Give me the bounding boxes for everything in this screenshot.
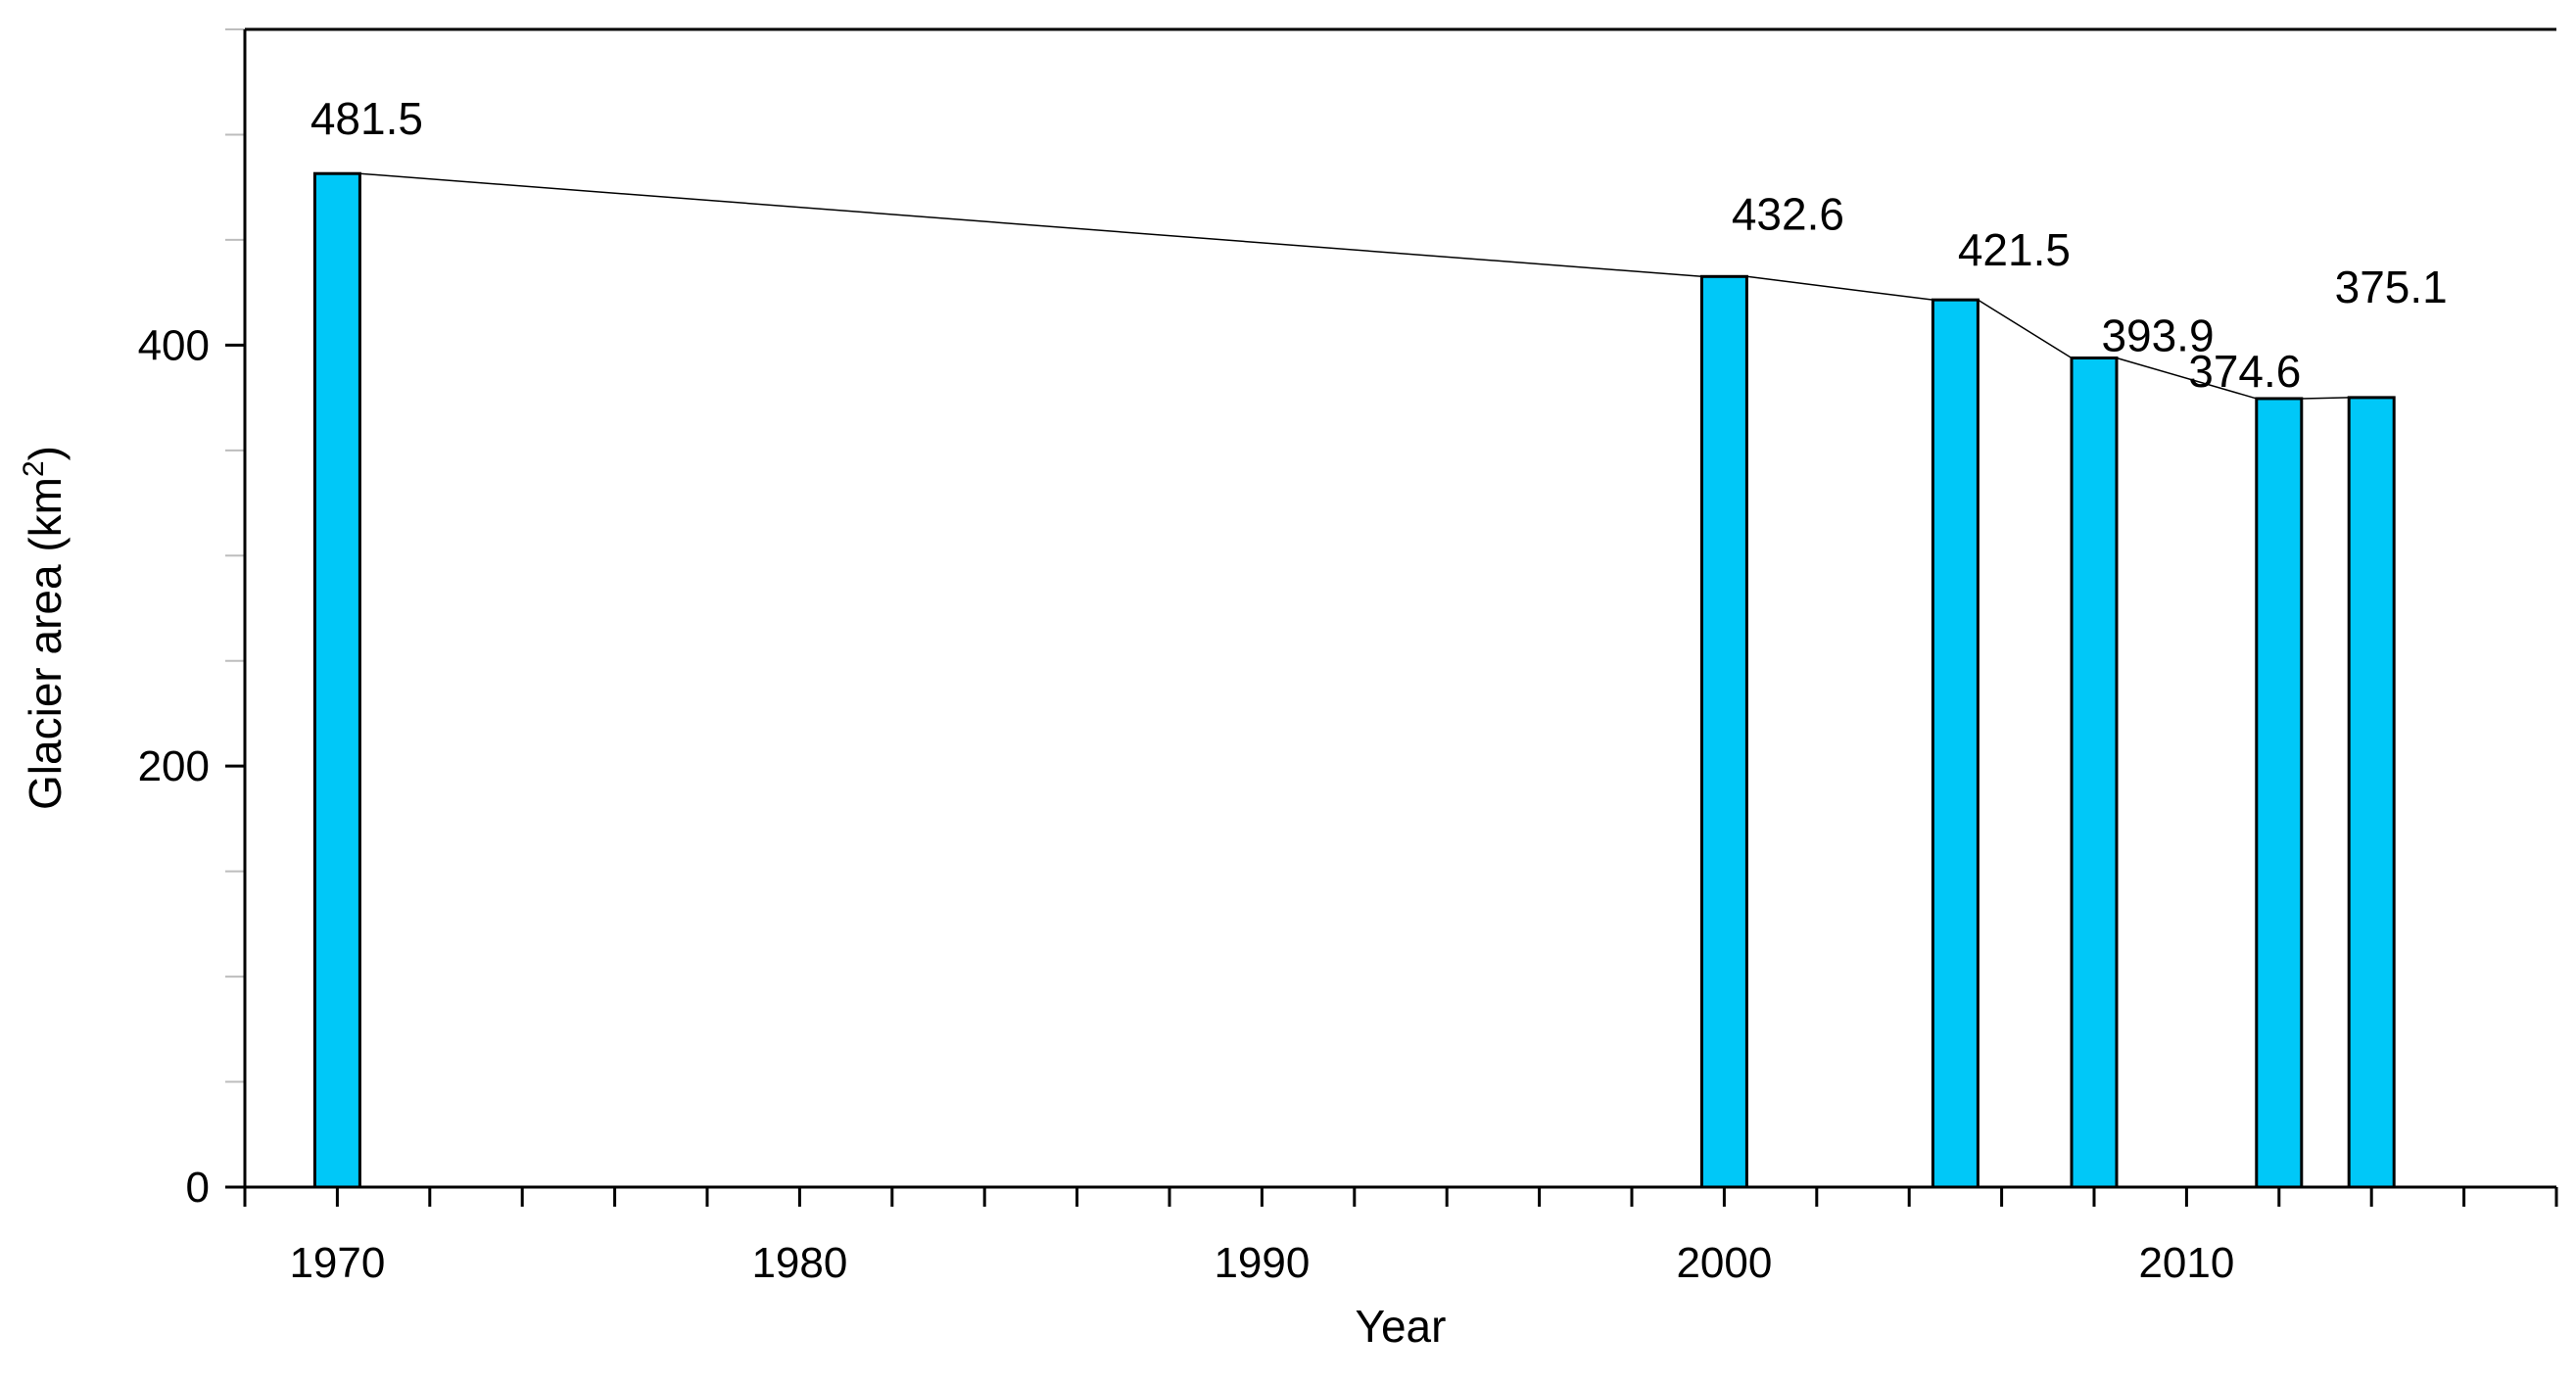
data-label-2012: 374.6: [2188, 346, 2301, 397]
y-tick-label: 400: [138, 321, 210, 369]
bars: [312, 171, 2396, 1189]
y-axis: 0 200 400: [138, 28, 245, 1212]
bar-2014: [2347, 396, 2396, 1189]
trend-line-segment: [2116, 357, 2258, 400]
y-tick-label: 200: [138, 742, 210, 790]
y-axis-title: Glacier area (km2): [18, 446, 71, 810]
data-label-2014: 375.1: [2335, 262, 2448, 312]
x-tick-label: 1970: [289, 1239, 385, 1287]
x-axis-title: Year: [1356, 1301, 1447, 1352]
y-axis-title-superscript: 2: [18, 460, 50, 477]
bar-2012: [2255, 397, 2304, 1189]
bar-2008: [2070, 356, 2119, 1189]
data-label-2008: 393.9: [2101, 310, 2214, 360]
x-tick-label: 2010: [2138, 1239, 2234, 1287]
bar-1970: [312, 171, 361, 1189]
data-label-2000: 432.6: [1732, 188, 1844, 239]
trend-line-segment: [2301, 397, 2350, 400]
data-label-2005: 421.5: [1958, 224, 2071, 275]
x-tick-label: 2000: [1676, 1239, 1772, 1287]
trend-line-group: [359, 172, 2350, 400]
bar-2005: [1931, 298, 1980, 1189]
bar-2000: [1699, 274, 1748, 1189]
y-axis-title-main: Glacier area (km: [20, 477, 71, 810]
trend-line-segment: [1746, 275, 1933, 301]
y-axis-title-end: ): [20, 446, 71, 460]
data-label-1970: 481.5: [310, 93, 423, 144]
x-axis: 1970 1980 1990 2000 2010: [243, 1187, 2558, 1287]
x-tick-label: 1990: [1214, 1239, 1310, 1287]
trend-line-segment: [359, 172, 1702, 278]
y-tick-label: 0: [186, 1164, 210, 1212]
trend-line-segment: [1978, 299, 2073, 359]
x-tick-label: 1980: [751, 1239, 847, 1287]
